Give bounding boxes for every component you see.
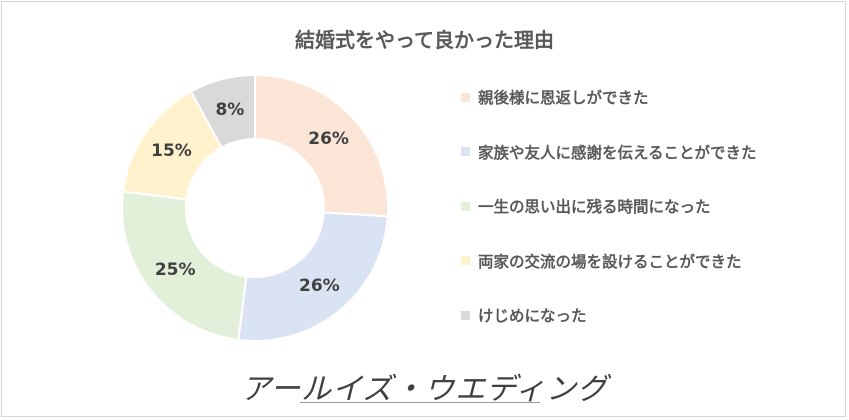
brand-underline — [300, 402, 540, 403]
legend-label: 親後様に恩返しができた — [478, 89, 649, 107]
data-label-1: 26% — [308, 129, 349, 149]
legend-item-4: 両家の交流の場を設けることができた — [461, 250, 742, 272]
legend-swatch — [461, 201, 470, 211]
legend-swatch — [461, 92, 470, 102]
legend-item-1: 親後様に恩返しができた — [461, 86, 649, 108]
legend-label: 両家の交流の場を設けることができた — [478, 252, 742, 271]
legend-item-2: 家族や友人に感謝を伝えることができた — [461, 141, 757, 163]
legend-swatch — [461, 310, 470, 320]
legend-label: 一生の思い出に残る時間になった — [478, 198, 711, 216]
chart-title: 結婚式をやって良かった理由 — [295, 28, 554, 52]
legend-swatch — [461, 147, 470, 156]
donut-slice-3 — [121, 190, 248, 342]
legend-item-3: 一生の思い出に残る時間になった — [461, 195, 711, 217]
data-label-4: 15% — [151, 141, 192, 161]
legend-item-5: けじめになった — [461, 304, 587, 326]
donut-slice-2 — [237, 211, 389, 342]
data-label-3: 25% — [155, 260, 196, 280]
legend-label: けじめになった — [478, 307, 587, 325]
brand-logo: アールイズ・ウエディング — [240, 372, 609, 407]
legend-swatch — [461, 256, 470, 265]
donut-slice-5 — [189, 73, 256, 149]
legend-label: 家族や友人に感謝を伝えることができた — [478, 143, 757, 162]
data-label-2: 26% — [299, 276, 340, 296]
donut-slice-1 — [254, 73, 389, 218]
data-label-5: 8% — [215, 100, 244, 120]
